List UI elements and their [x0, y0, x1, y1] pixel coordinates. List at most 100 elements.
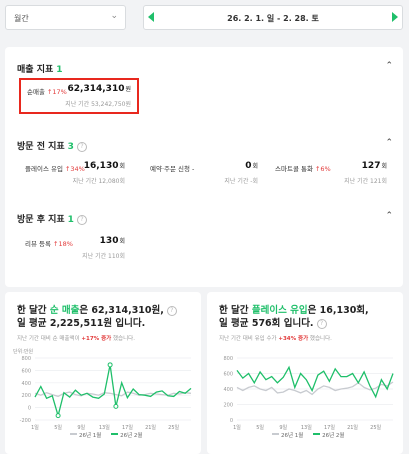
visit-chart-subtitle: 지난 기간 대비 유입 수가 +34% 증가 했습니다. [219, 334, 332, 342]
legend-label: 26년 1월 [79, 433, 102, 439]
sub-post: 했습니다. [308, 336, 332, 342]
sales-section-title: 매출 지표 1 [17, 62, 63, 75]
y-tick-label: 400 [21, 381, 31, 387]
post-visit-title-text: 방문 후 지표 [17, 215, 65, 225]
unit-label: 단위:만원 [13, 349, 34, 355]
x-tick-label: 9일 [77, 424, 85, 431]
legend-item-feb: 26년 2월 [111, 433, 143, 439]
x-tick-label: 13일 [99, 424, 110, 431]
legend-swatch [313, 433, 321, 435]
data-point-marker [55, 413, 61, 419]
metric-change: ↑34% [64, 165, 85, 173]
x-tick-label: 21일 [145, 424, 156, 431]
metric-reservation-order[interactable]: 예약·주문 신청 - 0회 지난 기간 -회 [144, 157, 264, 191]
title-pre: 한 달간 [219, 305, 252, 316]
metric-unit: 회 [119, 163, 125, 170]
metric-unit: 회 [381, 163, 387, 170]
visit-chart-title: 한 달간 플레이스 유입은 16,130회, 일 평균 576회 입니다.? [219, 304, 369, 330]
series-line-jan [236, 381, 394, 396]
chevron-down-icon: ⌄ [110, 11, 118, 21]
legend-label: 26년 2월 [120, 433, 143, 439]
metric-value-number: 127 [361, 161, 381, 171]
series-line-feb [34, 364, 192, 419]
sub-highlight: +17% 증가 [81, 336, 112, 342]
metric-smartcall[interactable]: 스마트콜 통화 ↑6% 127회 지난 기간 121회 [269, 157, 393, 191]
x-tick-label: 5일 [54, 424, 62, 431]
metric-unit: 회 [252, 163, 258, 170]
metric-value: 0회 [245, 161, 258, 171]
metric-place-inflow[interactable]: 플레이스 유입 ↑34% 16,130회 지난 기간 12,080회 [19, 157, 131, 191]
metric-label: 예약·주문 신청 [150, 165, 191, 173]
visit-chart-card: 한 달간 플레이스 유입은 16,130회, 일 평균 576회 입니다.? 지… [207, 292, 403, 454]
metrics-card: 매출 지표 1 ⌃ 순매출 ↑17% 62,314,310원 지난 기간 53,24… [5, 47, 403, 287]
metric-value-number: 130 [99, 236, 119, 246]
y-tick-label: 400 [223, 387, 233, 393]
collapse-sales-icon[interactable]: ⌃ [385, 61, 393, 71]
metric-change: - [192, 165, 195, 173]
x-tick-label: 9일 [279, 424, 287, 431]
metric-name: 플레이스 유입 ↑34% [25, 163, 85, 173]
x-tick-label: 21일 [347, 424, 358, 431]
metric-net-sales[interactable]: 순매출 ↑17% 62,314,310원 지난 기간 53,242,750원 [19, 78, 139, 114]
title-highlight: 순 매출 [49, 305, 80, 316]
metric-value: 130회 [100, 236, 125, 246]
sub-post: 했습니다. [111, 336, 135, 342]
date-range-picker: 26. 2. 1. 일 - 2. 28. 토 [143, 5, 403, 30]
metric-change: ↑18% [53, 240, 73, 248]
title-post: 은 62,314,310원, [79, 305, 164, 316]
period-select[interactable]: 월간 ⌄ [5, 5, 126, 30]
metric-value-number: 16,130 [83, 161, 119, 171]
help-icon[interactable]: ? [76, 142, 87, 152]
metric-value: 62,314,310원 [68, 84, 131, 94]
data-point-marker [107, 362, 113, 368]
sales-chart-legend: 26년 1월 26년 2월 [70, 431, 151, 439]
y-tick-label: 0 [230, 418, 233, 424]
next-period-icon[interactable] [392, 12, 398, 22]
sales-chart-subtitle: 지난 기간 대비 순 매출액이 +17% 증가 했습니다. [17, 334, 135, 342]
help-icon[interactable]: ? [316, 319, 327, 329]
metric-prev: 지난 기간 12,080회 [72, 178, 125, 185]
x-tick-label: 17일 [324, 424, 335, 431]
pre-visit-section-title: 방문 전 지표 3? [17, 139, 87, 152]
date-range-text[interactable]: 26. 2. 1. 일 - 2. 28. 토 [227, 14, 319, 23]
post-visit-count: 1 [67, 215, 74, 225]
title-line2: 일 평균 576회 입니다. [219, 318, 314, 329]
collapse-post-visit-icon[interactable]: ⌃ [385, 211, 393, 221]
collapse-pre-visit-icon[interactable]: ⌃ [385, 138, 393, 148]
sales-chart-card: 한 달간 순 매출은 62,314,310원,? 일 평균 2,225,511원… [5, 292, 201, 454]
prev-period-icon[interactable] [148, 12, 154, 22]
metric-label: 리뷰 등록 [25, 240, 51, 248]
metric-prev: 지난 기간 53,242,750원 [65, 101, 131, 108]
legend-item-jan: 26년 1월 [70, 433, 101, 439]
metric-value: 127회 [362, 161, 387, 171]
visit-line-chart: 800 600 400 200 01일 5일 9일 13일 17일 21일 25일 [223, 356, 394, 431]
period-select-value: 월간 [14, 14, 29, 23]
legend-swatch [70, 433, 77, 435]
metric-value: 16,130회 [84, 161, 125, 171]
help-icon[interactable]: ? [166, 306, 177, 316]
y-tick-label: -200 [20, 418, 31, 424]
y-tick-label: 0 [28, 406, 31, 412]
metric-name: 순매출 ↑17% [27, 86, 67, 96]
metric-change: ↑17% [46, 88, 67, 96]
title-highlight: 플레이스 유입 [251, 305, 308, 316]
title-line2: 일 평균 2,225,511원 입니다. [17, 318, 146, 329]
y-tick-label: 200 [223, 403, 233, 409]
data-point-marker [113, 403, 119, 409]
visit-chart-legend: 26년 1월 26년 2월 [272, 431, 353, 439]
help-icon[interactable]: ? [76, 215, 87, 225]
y-tick-label: 600 [21, 368, 31, 374]
y-tick-label: 800 [21, 356, 31, 362]
y-tick-label: 800 [223, 356, 233, 362]
pre-visit-title-text: 방문 전 지표 [17, 142, 65, 152]
sub-highlight: +34% 증가 [278, 336, 309, 342]
metric-value-number: 62,314,310 [67, 84, 125, 94]
sub-pre: 지난 기간 대비 순 매출액이 [17, 336, 82, 342]
metric-label: 순매출 [27, 88, 45, 96]
x-tick-label: 25일 [168, 424, 179, 431]
metric-prev: 지난 기간 121회 [344, 178, 387, 185]
y-tick-label: 200 [21, 393, 31, 399]
sales-title-text: 매출 지표 [17, 65, 54, 75]
metric-review[interactable]: 리뷰 등록 ↑18% 130회 지난 기간 110회 [19, 232, 131, 266]
